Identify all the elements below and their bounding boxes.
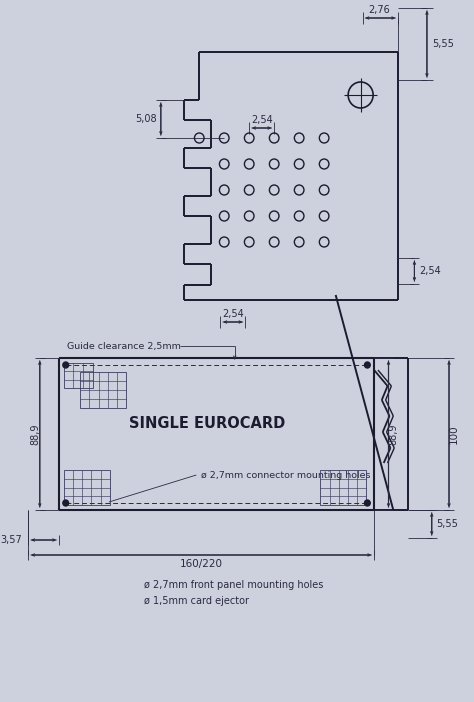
Text: 2,54: 2,54 [222, 309, 244, 319]
Bar [320, 470, 366, 505]
Text: ø 2,7mm front panel mounting holes: ø 2,7mm front panel mounting holes [144, 580, 323, 590]
Text: ø 2,7mm connector mounting holes: ø 2,7mm connector mounting holes [201, 470, 371, 479]
Text: 2,54: 2,54 [419, 266, 441, 276]
Bar [64, 363, 92, 388]
Text: 3,57: 3,57 [1, 535, 22, 545]
Text: Guide clearance 2,5mm: Guide clearance 2,5mm [67, 341, 181, 350]
Text: 5,55: 5,55 [437, 519, 458, 529]
Circle shape [63, 500, 69, 506]
Text: SINGLE EUROCARD: SINGLE EUROCARD [129, 416, 285, 432]
Text: 5,08: 5,08 [136, 114, 157, 124]
Circle shape [365, 500, 370, 506]
Text: 2,76: 2,76 [368, 5, 390, 15]
Text: 100: 100 [449, 424, 459, 444]
Text: 2,54: 2,54 [251, 115, 273, 125]
Circle shape [365, 362, 370, 368]
Text: 88,9: 88,9 [388, 423, 398, 445]
Text: 160/220: 160/220 [180, 559, 223, 569]
Text: ø 1,5mm card ejector: ø 1,5mm card ejector [144, 596, 248, 606]
Bar [80, 372, 126, 408]
Text: 88,9: 88,9 [30, 423, 40, 445]
Bar [64, 470, 110, 505]
Text: 5,55: 5,55 [432, 39, 454, 49]
Circle shape [63, 362, 69, 368]
